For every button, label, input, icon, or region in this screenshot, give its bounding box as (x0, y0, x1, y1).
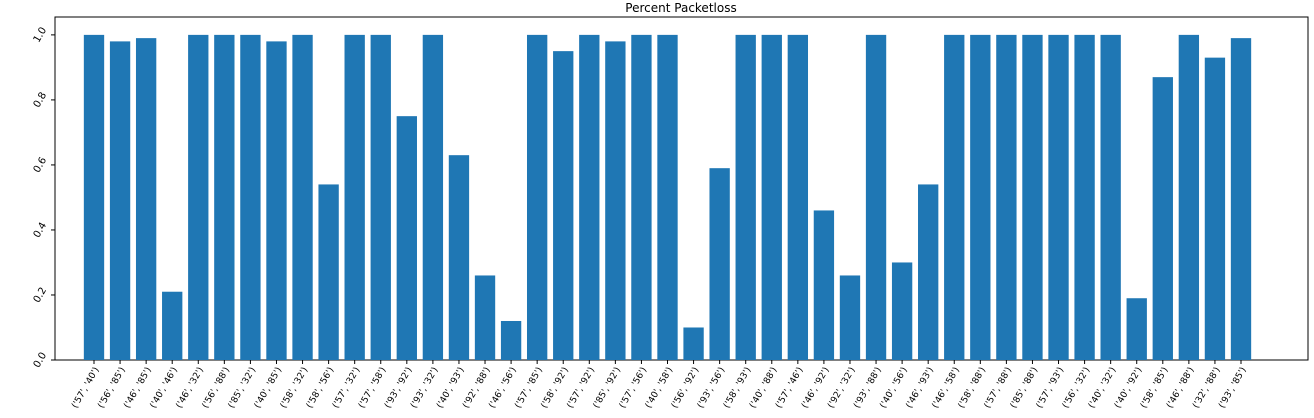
x-tick-label: ('93', '85') (1217, 366, 1248, 410)
bar (1074, 34, 1095, 360)
bar (839, 275, 861, 360)
bar (526, 34, 548, 360)
bar (214, 34, 235, 360)
y-tick-label: 0.8 (32, 91, 49, 110)
bar (344, 34, 365, 360)
bar (605, 41, 626, 361)
y-tick-label: 0.0 (32, 351, 49, 370)
bar (709, 168, 730, 360)
y-tick-label: 0.4 (32, 221, 49, 240)
bar (891, 262, 913, 360)
bar (1022, 34, 1043, 360)
y-tick-label: 1.0 (32, 25, 49, 44)
bar (422, 34, 444, 360)
bar (448, 155, 470, 360)
bar (944, 34, 965, 360)
bar (918, 184, 939, 360)
bar (553, 51, 574, 360)
bar (683, 327, 704, 360)
bar (109, 41, 131, 361)
bar (970, 34, 991, 360)
plot-frame (54, 16, 1309, 361)
bar (761, 34, 782, 360)
bar (162, 291, 183, 360)
bar (396, 116, 417, 361)
bar (474, 275, 496, 360)
y-tick-label: 0.6 (32, 156, 49, 175)
bar (631, 34, 652, 360)
bar (1048, 34, 1069, 360)
bar (188, 34, 209, 360)
bar (865, 34, 887, 360)
bar (579, 34, 600, 360)
chart-title: Percent Packetloss (625, 1, 736, 15)
bar (735, 34, 756, 360)
bar (1126, 298, 1147, 360)
bar (292, 34, 313, 360)
bar (996, 34, 1017, 360)
y-tick-label: 0.2 (32, 286, 49, 305)
bar (1204, 57, 1226, 361)
bar (657, 34, 678, 360)
bar (370, 34, 391, 360)
bar (1100, 34, 1121, 360)
bar (813, 210, 835, 360)
bar (500, 320, 522, 360)
bar (1230, 38, 1252, 361)
bar (135, 38, 157, 361)
bar (1178, 34, 1200, 360)
bar (83, 34, 105, 360)
bar (1152, 77, 1173, 361)
bar (240, 34, 261, 360)
bar (318, 184, 339, 360)
bar (787, 34, 809, 360)
bar (266, 41, 287, 361)
